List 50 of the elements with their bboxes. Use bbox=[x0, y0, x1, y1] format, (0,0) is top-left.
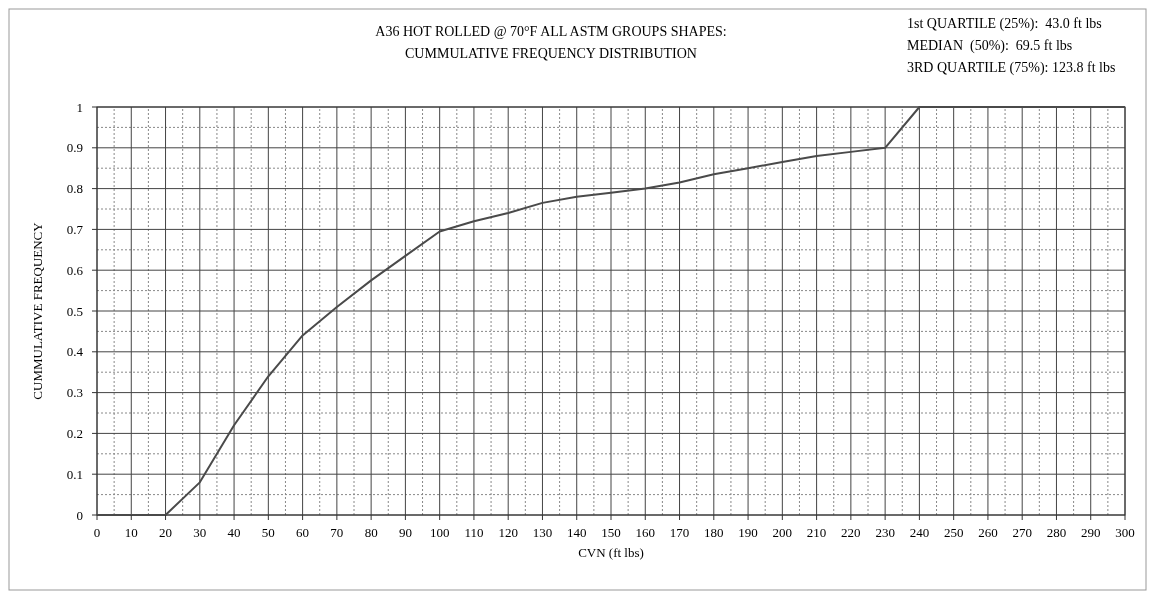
x-tick-label: 80 bbox=[364, 525, 378, 540]
x-tick-label: 270 bbox=[1012, 525, 1032, 540]
y-tick-label: 0.6 bbox=[66, 262, 84, 278]
y-tick-label: 0.2 bbox=[66, 425, 83, 441]
x-tick-label: 280 bbox=[1046, 525, 1067, 540]
x-tick-label: 210 bbox=[806, 525, 827, 540]
chart-subtitle: CUMMULATIVE FREQUENCY DISTRIBUTION bbox=[405, 46, 697, 61]
x-tick-label: 10 bbox=[124, 525, 138, 540]
x-tick-label: 100 bbox=[429, 525, 450, 540]
line-series bbox=[96, 106, 1126, 516]
x-tick-label: 160 bbox=[635, 525, 656, 540]
x-tick-label: 110 bbox=[464, 525, 484, 540]
x-tick-label: 120 bbox=[498, 525, 518, 540]
y-tick-label: 0 bbox=[76, 507, 83, 523]
x-tick-label: 90 bbox=[398, 525, 412, 540]
x-tick-label: 60 bbox=[296, 525, 310, 540]
x-tick-label: 170 bbox=[669, 525, 690, 540]
y-tick-label: 0.8 bbox=[66, 181, 83, 197]
x-tick-label: 290 bbox=[1080, 525, 1101, 540]
x-tick-label: 30 bbox=[193, 525, 207, 540]
x-tick-label: 150 bbox=[601, 525, 621, 540]
y-tick-label: 1 bbox=[76, 99, 83, 115]
y-tick-label: 0.1 bbox=[66, 466, 83, 482]
chart-title: A36 HOT ROLLED @ 70°F ALL ASTM GROUPS SHAPES: bbox=[375, 24, 727, 39]
x-tick-label: 260 bbox=[978, 525, 998, 540]
x-tick-label: 190 bbox=[738, 525, 758, 540]
x-tick-label: 300 bbox=[1115, 525, 1135, 540]
text: MEDIAN (50%): 69.5 ft lbs bbox=[907, 38, 1073, 54]
x-tick-label: 40 bbox=[227, 525, 241, 540]
y-axis-title: CUMMULATIVE FREQUENCY bbox=[30, 221, 45, 400]
y-tick-label: 0.4 bbox=[66, 344, 84, 360]
x-tick-label: 200 bbox=[772, 525, 793, 540]
x-tick-label: 230 bbox=[875, 525, 895, 540]
x-tick-label: 240 bbox=[909, 525, 930, 540]
x-tick-label: 70 bbox=[330, 525, 344, 540]
y-tick-label: 0.5 bbox=[66, 303, 83, 319]
x-axis-title: CVN (ft lbs) bbox=[578, 545, 644, 560]
x-tick-label: 180 bbox=[704, 525, 724, 540]
x-tick-label: 0 bbox=[93, 525, 101, 540]
x-tick-label: 250 bbox=[943, 525, 964, 540]
x-tick-label: 50 bbox=[261, 525, 275, 540]
y-tick-label: 0.9 bbox=[66, 140, 83, 156]
y-tick-label: 0.3 bbox=[66, 385, 83, 401]
y-tick-label: 0.7 bbox=[66, 221, 84, 237]
text: 1st QUARTILE (25%): 43.0 ft lbs bbox=[907, 16, 1102, 32]
text: 3RD QUARTILE (75%): 123.8 ft lbs bbox=[907, 60, 1116, 76]
x-tick-label: 220 bbox=[841, 525, 861, 540]
x-tick-label: 130 bbox=[532, 525, 553, 540]
x-tick-label: 140 bbox=[566, 525, 587, 540]
x-tick-label: 20 bbox=[159, 525, 173, 540]
